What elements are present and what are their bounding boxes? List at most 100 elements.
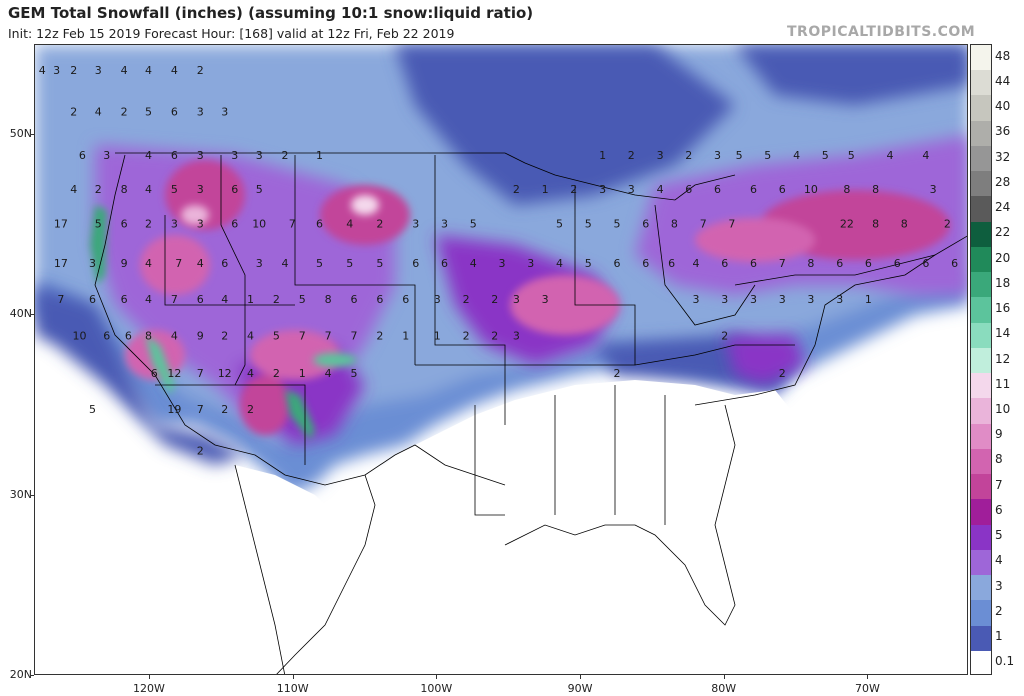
snowfall-value: 6: [125, 329, 132, 342]
snowfall-value: 4: [197, 257, 204, 270]
colorbar-label: 7: [995, 477, 1003, 492]
snow-dark-layer: [35, 45, 967, 465]
colorbar-segment: [971, 398, 991, 425]
snowfall-value: 8: [843, 183, 850, 196]
longitude-label: 90W: [567, 682, 593, 695]
snowfall-value: 2: [376, 329, 383, 342]
snowfall-value: 4: [145, 293, 152, 306]
snowfall-value: 3: [657, 149, 664, 162]
colorbar-label: 3: [995, 578, 1003, 593]
snowfall-value: 7: [175, 257, 182, 270]
snowfall-value: 3: [441, 218, 448, 231]
snowfall-value: 3: [513, 329, 520, 342]
snowfall-value: 6: [721, 257, 728, 270]
colorbar: [970, 44, 992, 675]
snowfall-value: 3: [53, 64, 60, 77]
snowfall-value: 3: [231, 149, 238, 162]
latitude-tick: [31, 494, 34, 496]
snow-heavy-layer: [90, 195, 379, 440]
snowfall-value: 4: [145, 149, 152, 162]
snowfall-value: 5: [822, 149, 829, 162]
colorbar-label: 8: [995, 452, 1003, 467]
snowfall-value: 4: [282, 257, 289, 270]
borders: [94, 152, 967, 674]
snowfall-value: 4: [325, 367, 332, 380]
colorbar-segment: [971, 347, 991, 374]
snowfall-value: 3: [693, 293, 700, 306]
colorbar-segment: [971, 145, 991, 172]
longitude-tick: [148, 675, 150, 679]
snowfall-value: 5: [145, 106, 152, 119]
snowfall-value: 5: [556, 218, 563, 231]
snowfall-value: 6: [750, 257, 757, 270]
snowfall-value: 2: [221, 329, 228, 342]
snowfall-value: 6: [894, 257, 901, 270]
snowfall-value: 4: [221, 293, 228, 306]
snowfall-value: 7: [325, 329, 332, 342]
colorbar-segment: [971, 499, 991, 526]
colorbar-segment: [971, 70, 991, 96]
snowfall-value: 6: [151, 367, 158, 380]
longitude-label: 70W: [854, 682, 880, 695]
snowfall-value: 7: [171, 293, 178, 306]
snowfall-value: 4: [693, 257, 700, 270]
snowfall-value: 4: [247, 367, 254, 380]
snowfall-value: 4: [95, 106, 102, 119]
snowfall-value: 6: [79, 149, 86, 162]
colorbar-segment: [971, 448, 991, 475]
snowfall-value: 4: [346, 218, 353, 231]
colorbar-label: 1: [995, 629, 1003, 644]
snowfall-value: 5: [171, 183, 178, 196]
colorbar-label: 40: [995, 99, 1011, 114]
snowfall-value: 6: [171, 106, 178, 119]
snowfall-value: 1: [434, 329, 441, 342]
snowfall-value: 6: [231, 183, 238, 196]
snowfall-value: 5: [585, 257, 592, 270]
snowfall-value: 10: [73, 329, 87, 342]
colorbar-label: 20: [995, 250, 1011, 265]
colorbar-segment: [971, 272, 991, 298]
map-subtitle: Init: 12z Feb 15 2019 Forecast Hour: [16…: [8, 26, 455, 41]
latitude-label: 40N: [9, 307, 32, 321]
snowfall-value: 6: [231, 218, 238, 231]
snowfall-value: 6: [376, 293, 383, 306]
snowfall-value: 4: [556, 257, 563, 270]
snowfall-value: 3: [513, 293, 520, 306]
snowfall-value: 1: [865, 293, 872, 306]
snowfall-value: 7: [197, 367, 204, 380]
snowfall-value: 6: [89, 293, 96, 306]
snowfall-values: 4 3 2 3 4 4 4 22 4 2 5 6 3 36 3 4 6 3 3 3 2 14 2 8 4 5 3 6 517 5 6 2 3 3 6…: [39, 64, 958, 457]
colorbar-segment: [971, 171, 991, 197]
snowfall-value: 3: [779, 293, 786, 306]
snowfall-value: 2: [221, 403, 228, 416]
snowfall-value: 3: [89, 257, 96, 270]
colorbar-label: 10: [995, 401, 1011, 416]
snowfall-value: 7: [299, 329, 306, 342]
snowfall-value: 8: [807, 257, 814, 270]
snowfall-value: 6: [441, 257, 448, 270]
snowfall-value: 5: [351, 367, 358, 380]
longitude-tick: [723, 675, 725, 679]
snowfall-value: 8: [901, 218, 908, 231]
watermark: TROPICALTIDBITS.COM: [787, 24, 976, 40]
snowfall-value: 22: [840, 218, 854, 231]
snowfall-value: 3: [171, 218, 178, 231]
colorbar-segment: [971, 625, 991, 652]
snowfall-value: 2: [491, 329, 498, 342]
snowfall-value: 3: [628, 183, 635, 196]
snowfall-value: 4: [121, 64, 128, 77]
snowfall-value: 6: [316, 218, 323, 231]
colorbar-label: 12: [995, 351, 1011, 366]
colorbar-segment: [971, 95, 991, 122]
colorbar-label: 6: [995, 502, 1003, 517]
snowfall-value: 2: [95, 183, 102, 196]
snowfall-value: 6: [171, 149, 178, 162]
snowfall-value: 5: [764, 149, 771, 162]
snowfall-value: 17: [54, 257, 68, 270]
colorbar-segment: [971, 650, 991, 674]
snowfall-value: 2: [779, 367, 786, 380]
snowfall-value: 3: [599, 183, 606, 196]
snowfall-value: 4: [470, 257, 477, 270]
snowfall-value: 7: [700, 218, 707, 231]
snowfall-value: 1: [247, 293, 254, 306]
